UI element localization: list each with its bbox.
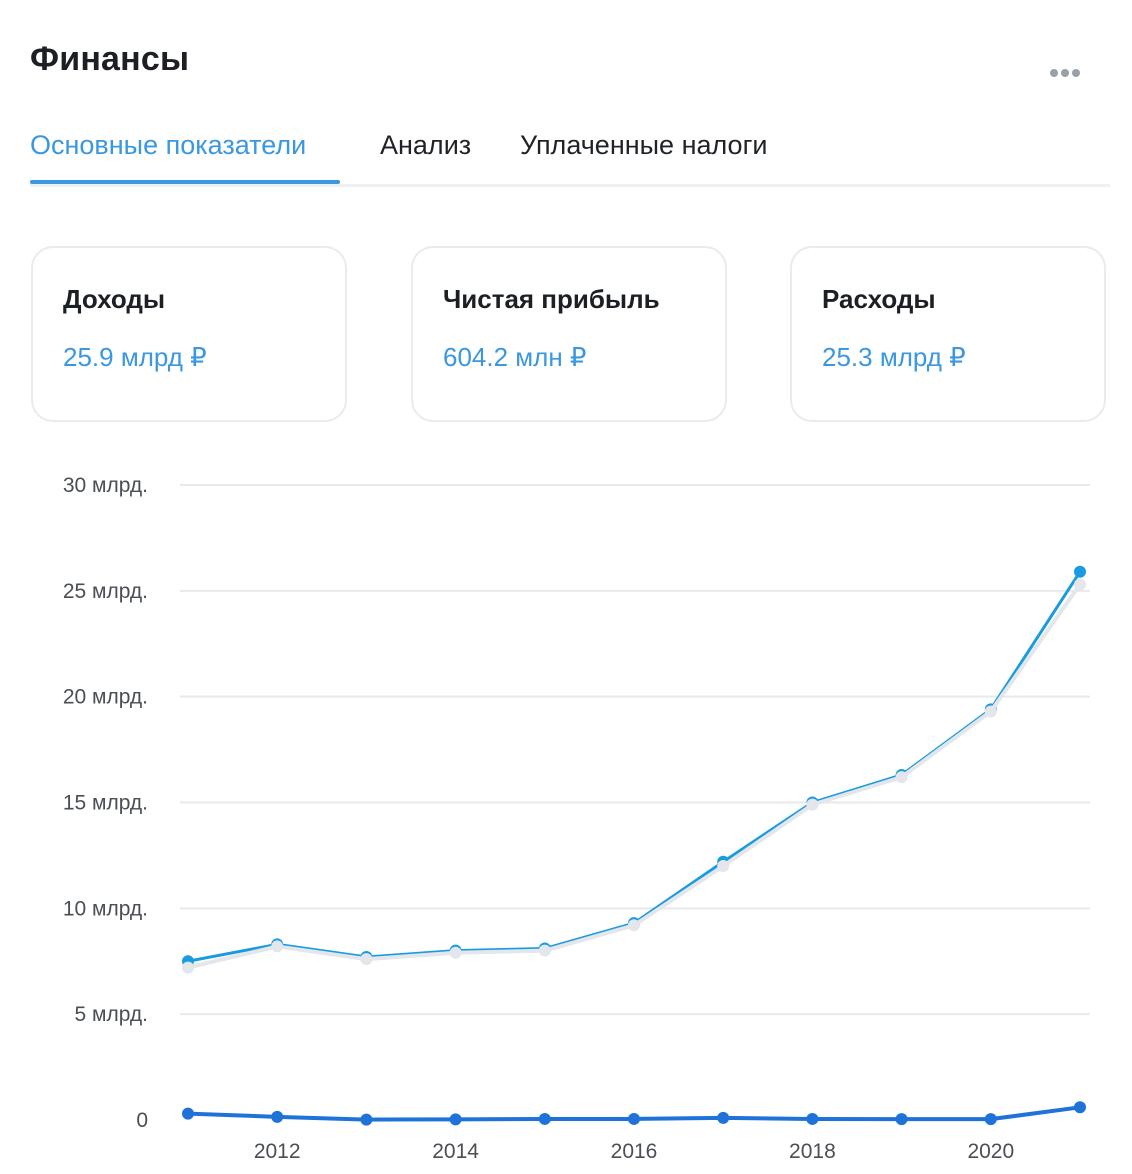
data-point — [271, 940, 284, 953]
data-point — [806, 1112, 819, 1125]
expenses-card[interactable]: Расходы 25.3 млрд ₽ — [790, 246, 1106, 422]
finance-line-chart: 0 5 млрд. 10 млрд. 15 млрд. 20 млрд. 25 млрд.… — [63, 474, 1090, 1163]
tab-bar: Основные показатели Анализ Уплаченные на… — [30, 126, 1110, 187]
data-point — [182, 961, 194, 974]
menu-dot — [1072, 69, 1080, 77]
data-point — [449, 1113, 462, 1126]
x-tick-label: 2016 — [611, 1140, 658, 1163]
data-point — [717, 860, 730, 872]
card-value: 25.9 млрд ₽ — [63, 342, 207, 372]
data-point — [895, 771, 908, 784]
data-point — [717, 1111, 730, 1124]
card-value: 25.3 млрд ₽ — [822, 342, 966, 372]
more-options-icon[interactable] — [1050, 64, 1084, 82]
y-tick-label: 20 млрд. — [63, 686, 148, 709]
data-point — [1074, 565, 1086, 578]
data-point — [895, 1113, 908, 1126]
y-tick-label: 30 млрд. — [63, 474, 148, 497]
x-tick-label: 2012 — [254, 1140, 301, 1163]
x-tick-label: 2018 — [789, 1140, 836, 1163]
menu-dot — [1050, 69, 1058, 77]
data-point — [538, 944, 551, 957]
card-label: Расходы — [822, 284, 936, 314]
data-point — [538, 1112, 551, 1125]
y-tick-label: 0 — [136, 1109, 148, 1132]
y-tick-label: 15 млрд. — [63, 792, 148, 815]
active-tab-indicator — [30, 180, 340, 184]
tab-main-indicators[interactable]: Основные показатели — [30, 130, 307, 160]
series-line — [187, 570, 1082, 963]
data-point — [271, 1110, 284, 1123]
series-line — [187, 583, 1082, 970]
page-title: Финансы — [30, 40, 190, 78]
card-label: Доходы — [63, 284, 166, 314]
x-tick-label: 2020 — [967, 1140, 1014, 1163]
x-tick-label: 2014 — [432, 1140, 479, 1163]
data-point — [806, 798, 819, 811]
data-point — [360, 1113, 373, 1126]
y-tick-label: 25 млрд. — [63, 580, 148, 603]
tab-paid-taxes[interactable]: Уплаченные налоги — [520, 130, 768, 160]
data-point — [984, 705, 997, 718]
data-point — [628, 919, 640, 932]
card-label: Чистая прибыль — [443, 284, 660, 314]
data-point — [360, 953, 373, 966]
card-value: 604.2 млн ₽ — [443, 342, 587, 372]
data-point — [182, 1107, 194, 1120]
y-tick-label: 5 млрд. — [75, 1003, 149, 1026]
data-point — [628, 1112, 640, 1125]
tab-analysis[interactable]: Анализ — [380, 130, 472, 160]
y-tick-label: 10 млрд. — [63, 897, 148, 920]
data-point — [1074, 578, 1086, 591]
income-card[interactable]: Доходы 25.9 млрд ₽ — [31, 246, 347, 422]
data-point — [449, 946, 462, 959]
menu-dot — [1061, 69, 1069, 77]
data-point — [1074, 1101, 1086, 1114]
net-profit-card[interactable]: Чистая прибыль 604.2 млн ₽ — [411, 246, 727, 422]
data-point — [984, 1113, 997, 1126]
